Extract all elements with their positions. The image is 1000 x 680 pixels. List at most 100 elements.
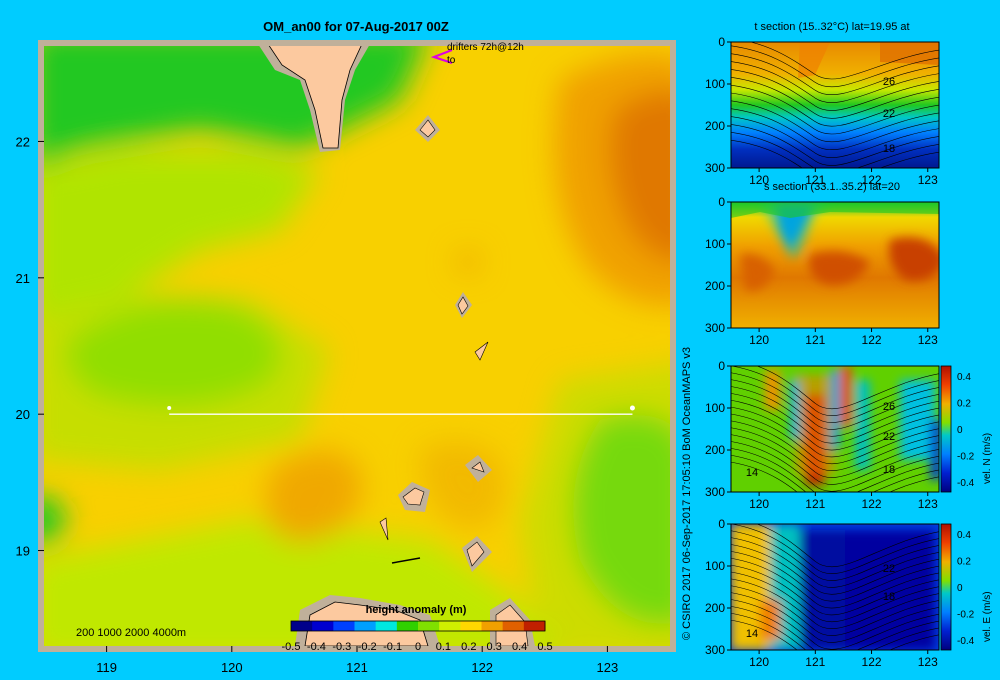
island-8-land <box>391 557 421 564</box>
island-5-land <box>402 487 425 506</box>
panel-x-tick-label: 123 <box>918 655 938 669</box>
isotherm-contour <box>731 386 939 437</box>
isotherm-contour <box>731 420 939 471</box>
contour-label: 22 <box>883 431 895 443</box>
panel-y-tick-label: 200 <box>705 601 725 615</box>
vel-colorbar-tick-label: 0 <box>957 583 963 594</box>
isotherm-contour <box>731 45 939 88</box>
map-x-axis: 119 120 121 122 123 <box>96 646 618 675</box>
vel-n-north-2 <box>840 366 852 426</box>
drifter-track-icon <box>430 48 453 65</box>
panel-y-tick-label: 0 <box>718 359 725 373</box>
panel-x-tick-label: 122 <box>862 655 882 669</box>
map-y-tick-label: 22 <box>16 134 30 149</box>
panel-x-tick-label: 122 <box>862 173 882 187</box>
colorbar-swatch <box>354 621 377 631</box>
island-7-land <box>466 541 485 567</box>
panel-x-tick-label: 122 <box>862 497 882 511</box>
chart-title: OM_an00 for 07-Aug-2017 00Z <box>263 19 449 34</box>
isotherm-contour <box>731 537 939 588</box>
vel-n-north-3 <box>765 370 780 410</box>
isotherm-contour <box>731 108 939 150</box>
taiwan-land <box>268 46 362 149</box>
isotherm-contour <box>731 76 939 119</box>
s-section-salty-1 <box>809 251 870 285</box>
panel-x-tick-label: 121 <box>805 655 825 669</box>
t-section-eddy <box>798 42 830 78</box>
isotherm-contour <box>731 413 939 464</box>
isotherm-contour <box>731 366 939 416</box>
isotherm-contour <box>731 454 939 492</box>
s-section-surface-band <box>731 202 939 218</box>
s-section-salty-2 <box>889 237 939 281</box>
vel-n-panel: 26 22 18 14 120 121 122 123 0 100 200 300 0.4 0.2 0 -… <box>705 359 993 511</box>
isotherm-contour <box>731 530 939 581</box>
vel-colorbar-tick-label: 0.2 <box>957 557 971 568</box>
isotherm-contour <box>731 116 939 158</box>
isotherm-contour <box>731 448 939 492</box>
panel-y-tick-label: 200 <box>705 279 725 293</box>
panel-x-tick-label: 120 <box>749 497 769 511</box>
colorbar-swatch <box>312 621 334 631</box>
height-anomaly-colorbar: height anomaly (m) -0.5 -0.4 -0.3 -0.2 -0.1 0… <box>282 604 553 653</box>
isotherm-contour <box>731 434 939 485</box>
vel-e-panel: 22 18 14 120 121 122 123 0 100 200 300 0.4 0.2 0 -0.… <box>705 517 993 669</box>
t-section-title: t section (15..32°C) lat=19.95 at <box>754 21 909 33</box>
colorbar-tick-label: 0.2 <box>461 641 476 653</box>
vel-colorbar-tick-label: -0.2 <box>957 610 975 621</box>
vel-colorbar-tick-label: 0.4 <box>957 530 971 541</box>
panel-y-tick-label: 0 <box>718 35 725 49</box>
colorbar-swatch <box>523 621 546 631</box>
s-section-panel: s section (33.1..35.2) lat=20 120 121 122 1… <box>705 181 940 347</box>
colorbar-tick-label: -0.2 <box>358 641 377 653</box>
panel-x-tick-label: 120 <box>749 333 769 347</box>
colorbar-tick-label: 0.3 <box>487 641 502 653</box>
isotherm-contour <box>731 124 939 166</box>
panel-y-tick-label: 200 <box>705 443 725 457</box>
island-1 <box>419 119 436 138</box>
map-y-tick-label: 19 <box>16 544 30 559</box>
panel-y-tick-label: 300 <box>705 161 725 175</box>
map-x-tick-label: 122 <box>471 660 493 675</box>
isotherm-contour <box>731 585 939 636</box>
panel-y-tick-label: 300 <box>705 643 725 657</box>
colorbar-swatch <box>396 621 419 631</box>
vel-colorbar-tick-label: 0.4 <box>957 372 971 383</box>
isotherm-contour <box>731 69 939 111</box>
isotherm-contour <box>731 524 939 574</box>
panel-frame <box>730 365 940 493</box>
panel-y-tick-label: 0 <box>718 195 725 209</box>
drifters-sublabel: to <box>447 55 456 66</box>
colorbar-label: height anomaly (m) <box>366 604 467 616</box>
colorbar-tick-label: 0.1 <box>436 641 451 653</box>
panel-x-tick-label: 123 <box>918 333 938 347</box>
isotherm-contour <box>731 84 939 127</box>
isotherm-contour <box>731 619 939 650</box>
colorbar-outline <box>290 620 546 632</box>
isotherm-contour <box>731 399 939 451</box>
colorbar-tick-label: 0.4 <box>512 641 527 653</box>
panel-frame <box>730 41 940 169</box>
isotherm-contour <box>731 578 939 629</box>
colorbar-tick-label: -0.5 <box>282 641 301 653</box>
map-x-tick-label: 121 <box>346 660 368 675</box>
s-section-salty-3 <box>740 254 775 291</box>
contour-label: 22 <box>883 108 895 120</box>
colorbar-swatch <box>502 621 525 631</box>
panel-x-tick-label: 120 <box>749 655 769 669</box>
vel-colorbar-label: vel. E (m/s) <box>982 591 993 642</box>
panel-x-tick-label: 123 <box>918 497 938 511</box>
isotherm-contour <box>731 571 939 622</box>
colorbar-tick-label: 0.5 <box>537 641 552 653</box>
island-4-land <box>471 461 485 473</box>
map-panel: drifters 72h@12h to 200 1000 2000 4000m … <box>16 40 676 675</box>
panel-x-tick-label: 121 <box>805 333 825 347</box>
island-3-land <box>474 341 489 361</box>
ssh-green-west-edge <box>44 495 65 545</box>
map-x-tick-label: 119 <box>96 660 117 675</box>
panel-y-tick-label: 100 <box>705 401 725 415</box>
drifters-label: drifters 72h@12h <box>447 42 524 53</box>
isotherm-contour <box>731 427 939 478</box>
isotherm-contour <box>731 372 939 423</box>
contour-label: 14 <box>746 467 758 479</box>
